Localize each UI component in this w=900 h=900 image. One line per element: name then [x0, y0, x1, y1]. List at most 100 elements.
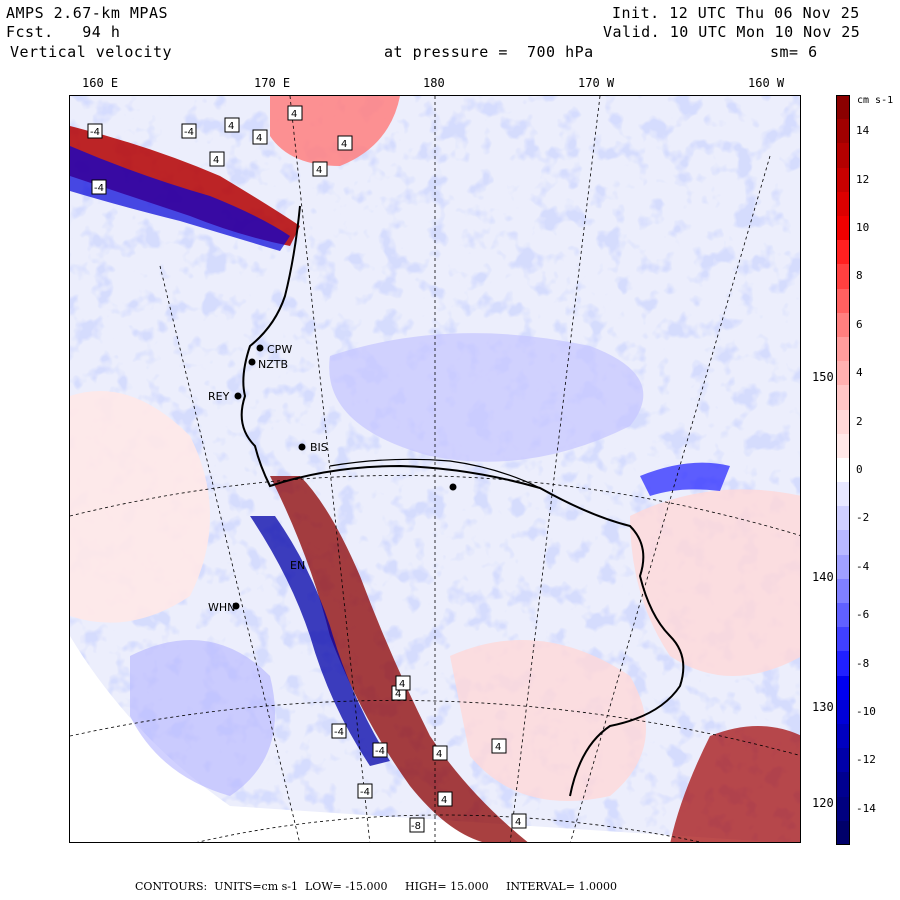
station-cpw: CPW	[267, 343, 292, 356]
forecast-label: Fcst.	[6, 23, 54, 41]
contour-label: 4	[213, 155, 219, 166]
colorbar-swatch	[836, 820, 850, 846]
model-title: AMPS 2.67-km MPAS	[6, 4, 169, 22]
colorbar-frame	[836, 95, 850, 845]
station-dot-cpw	[256, 344, 264, 352]
colorbar-tick-label: -10	[856, 704, 876, 718]
colorbar-tick-label: 8	[856, 269, 863, 283]
init-label: Init.	[612, 4, 660, 22]
pressure-value: 700 hPa	[526, 43, 594, 61]
contour-label: 4	[395, 689, 401, 700]
contour-label: 4	[495, 742, 501, 753]
forecast-hour: Fcst. 94 h	[6, 23, 120, 41]
contour-label: -4	[360, 787, 370, 798]
colorbar-tick-label: 2	[856, 414, 863, 428]
negative-region-sw	[130, 640, 275, 796]
contour-label: -4	[94, 183, 104, 194]
strong-band-south-blue	[250, 516, 390, 766]
init-value: 12 UTC Thu 06 Nov 25	[669, 4, 860, 22]
colorbar-tick-label: 0	[856, 463, 863, 476]
colorbar-swatch	[836, 119, 850, 144]
station-whn: WHN	[208, 601, 235, 614]
contour-label: -4	[375, 746, 385, 757]
colorbar-swatch	[836, 699, 850, 725]
colorbar-swatch	[836, 675, 850, 701]
map-panel: CPW NZTB REY BIS EN WHN -4 -4 4 4 4 4	[69, 95, 801, 843]
colorbar-tick-label: 12	[856, 172, 870, 186]
pressure-level: at pressure = 700 hPa	[384, 43, 594, 61]
coastline	[240, 205, 685, 797]
contour-label: 4	[316, 165, 322, 176]
contour-label: -4	[334, 727, 344, 738]
colorbar-tick-label: -4	[856, 559, 870, 573]
pressure-label: at pressure =	[384, 43, 508, 61]
contour-label: -4	[184, 127, 194, 138]
contour-label: -4	[90, 127, 100, 138]
colorbar-units: cm s-1	[857, 95, 894, 106]
colorbar-swatch	[836, 191, 850, 217]
colorbar-swatch	[836, 288, 850, 314]
graticule	[70, 96, 800, 842]
contour-label: 4	[228, 121, 234, 132]
contour-label: 4	[341, 139, 347, 150]
colorbar-tick-label: -2	[856, 511, 870, 525]
station-bis: BIS	[310, 441, 328, 454]
field-name: Vertical velocity	[10, 43, 173, 61]
footer-contours: CONTOURS: UNITS=cm s-1 LOW= -15.000 HIGH…	[135, 880, 617, 893]
station-dot-rey	[234, 392, 242, 400]
colorbar-swatch	[836, 482, 850, 507]
station-dot-mcm	[449, 483, 457, 491]
colorbar-swatch	[836, 724, 850, 749]
map-svg: CPW NZTB REY BIS EN WHN -4 -4 4 4 4 4	[70, 96, 800, 842]
positive-region-west	[70, 391, 210, 623]
contour-label: 4	[436, 749, 442, 760]
colorbar-tick-label: -8	[856, 656, 870, 670]
strong-band-nw-blue	[70, 146, 290, 251]
forecast-value: 94 h	[82, 23, 121, 41]
colorbar-swatch	[836, 336, 850, 362]
valid-label: Valid.	[603, 23, 661, 41]
colorbar-swatch	[836, 506, 850, 531]
negative-region-center	[329, 333, 644, 462]
colorbar-tick-label: -6	[856, 608, 870, 622]
colorbar-tick-label: 6	[856, 317, 863, 331]
smoothing-value: sm= 6	[770, 43, 818, 61]
lon-label-160w: 160 W	[748, 76, 785, 90]
colorbar-swatch	[836, 433, 850, 459]
ice-shelf-edge	[329, 458, 541, 489]
colorbar-swatch	[836, 240, 850, 265]
contour-labels: -4 -4 4 4 4 4 4 4 4 4 -4 4 -4 4	[87, 105, 527, 833]
colorbar-swatch	[836, 457, 850, 483]
lon-label-170w: 170 W	[578, 76, 615, 90]
positive-region-south	[450, 640, 646, 801]
valid-value: 10 UTC Mon 10 Nov 25	[669, 23, 861, 41]
init-time: Init. 12 UTC Thu 06 Nov 25	[612, 4, 860, 22]
station-nztb: NZTB	[258, 358, 288, 371]
footer-interval: INTERVAL= 1.0000	[506, 880, 617, 893]
lon-label-180: 180	[423, 76, 445, 90]
colorbar-swatch	[836, 554, 850, 580]
lon-label-170e: 170 E	[254, 76, 291, 90]
colorbar-swatch	[836, 264, 850, 290]
colorbar-swatch	[836, 361, 850, 386]
station-dot-nztb	[248, 358, 256, 366]
colorbar-tick-label: 10	[856, 221, 870, 235]
colorbar-swatch	[836, 748, 850, 773]
contour-label: 4	[441, 795, 447, 806]
footer-contours-label: CONTOURS:	[135, 880, 208, 893]
station-markers: CPW NZTB REY BIS EN WHN	[208, 343, 457, 614]
colorbar-swatch	[836, 651, 850, 677]
colorbar-swatch	[836, 578, 850, 604]
strong-band-east	[640, 462, 730, 496]
footer-high: HIGH= 15.000	[405, 880, 489, 893]
valid-time: Valid. 10 UTC Mon 10 Nov 25	[603, 23, 860, 41]
colorbar-swatch	[836, 143, 850, 169]
station-en: EN	[290, 559, 305, 572]
station-dot-whn	[232, 602, 240, 610]
colorbar-swatch	[836, 772, 850, 798]
positive-region-east	[630, 489, 800, 676]
colorbar-swatch	[836, 95, 850, 120]
strong-band-se	[670, 726, 800, 842]
contour-label: 4	[291, 109, 297, 120]
colorbar-swatch	[836, 796, 850, 822]
